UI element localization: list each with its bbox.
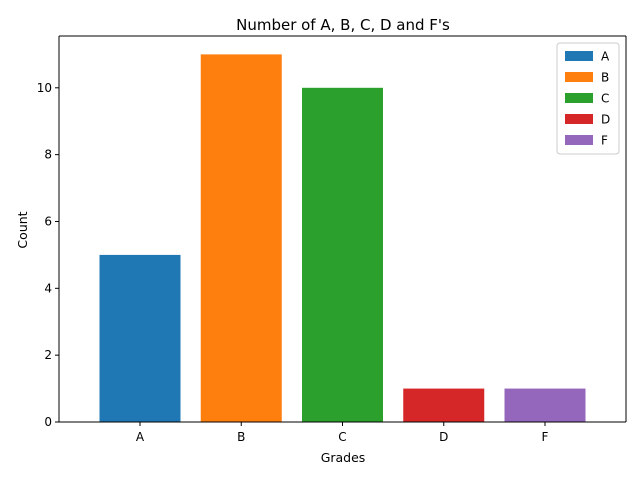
bar-b	[200, 54, 282, 422]
y-axis-label: Count	[15, 211, 30, 248]
bar-a	[99, 254, 181, 422]
legend-label: D	[601, 113, 610, 127]
bar-c	[302, 87, 383, 422]
bars-group	[99, 54, 586, 422]
legend-swatch	[565, 135, 593, 145]
x-tick-label: D	[439, 430, 448, 444]
y-tick-label: 0	[44, 415, 52, 429]
legend-swatch	[565, 93, 593, 103]
bar-f	[504, 388, 586, 422]
x-tick-label: F	[542, 430, 549, 444]
bar-d	[403, 388, 485, 422]
legend-label: B	[601, 71, 609, 85]
x-tick-label: A	[136, 430, 145, 444]
legend-swatch	[565, 114, 593, 124]
y-tick-label: 6	[44, 214, 52, 228]
y-tick-label: 8	[44, 148, 52, 162]
chart-title: Number of A, B, C, D and F's	[236, 16, 450, 34]
legend-label: A	[601, 50, 610, 64]
axes-group	[58, 35, 627, 423]
x-axis-label: Grades	[321, 450, 366, 465]
y-ticks: 0 2 4 6 8 10	[37, 81, 59, 429]
legend-swatch	[565, 72, 593, 82]
y-tick-label: 10	[37, 81, 52, 95]
x-tick-label: B	[237, 430, 245, 444]
y-tick-label: 4	[44, 281, 52, 295]
legend-label: F	[601, 134, 608, 148]
legend-label: C	[601, 92, 609, 106]
x-tick-label: C	[338, 430, 346, 444]
y-tick-label: 2	[44, 348, 52, 362]
legend-swatch	[565, 51, 593, 61]
